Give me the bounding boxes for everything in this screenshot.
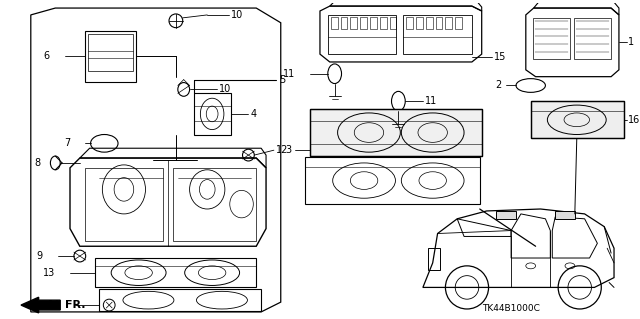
Text: 11: 11 [284, 69, 296, 79]
Bar [416, 17, 423, 29]
Bar [340, 17, 348, 29]
Bar [328, 15, 396, 54]
Bar [88, 33, 132, 71]
Bar [84, 31, 136, 82]
Bar [532, 18, 570, 59]
Text: 1: 1 [628, 37, 634, 47]
Text: 12: 12 [276, 145, 288, 155]
Bar [331, 17, 338, 29]
Bar [428, 248, 440, 270]
Bar [305, 157, 480, 204]
Bar [360, 17, 367, 29]
Text: 3: 3 [285, 145, 292, 155]
Text: 7: 7 [64, 138, 70, 148]
Bar [406, 17, 413, 29]
Bar [445, 17, 452, 29]
Text: 13: 13 [43, 268, 55, 278]
Text: 5: 5 [279, 75, 285, 85]
Text: 10: 10 [231, 10, 243, 20]
Bar [380, 17, 387, 29]
Bar [84, 168, 163, 241]
Bar [370, 17, 377, 29]
Text: 11: 11 [425, 96, 437, 106]
Text: 4: 4 [250, 109, 257, 119]
Bar [310, 109, 482, 156]
Text: 9: 9 [36, 251, 42, 261]
Text: 6: 6 [44, 51, 50, 61]
Text: 14: 14 [48, 300, 60, 310]
Bar [193, 93, 231, 135]
Bar [531, 101, 624, 138]
Bar [455, 17, 462, 29]
Text: 15: 15 [493, 52, 506, 62]
Bar [99, 289, 261, 311]
Bar [574, 18, 611, 59]
Text: 16: 16 [628, 115, 640, 125]
Bar [310, 109, 482, 156]
Bar [95, 258, 256, 287]
Bar [403, 15, 472, 54]
Bar [390, 17, 396, 29]
Bar [531, 101, 624, 138]
Bar [426, 17, 433, 29]
Text: 10: 10 [219, 85, 231, 94]
Text: FR.: FR. [65, 300, 86, 310]
Text: 2: 2 [495, 80, 501, 91]
FancyArrow shape [21, 297, 60, 313]
Text: 8: 8 [35, 158, 40, 168]
Bar [173, 168, 256, 241]
Bar [436, 17, 442, 29]
Bar [350, 17, 357, 29]
Bar [497, 211, 516, 219]
Text: TK44B1000C: TK44B1000C [482, 304, 540, 314]
Bar [556, 211, 575, 219]
